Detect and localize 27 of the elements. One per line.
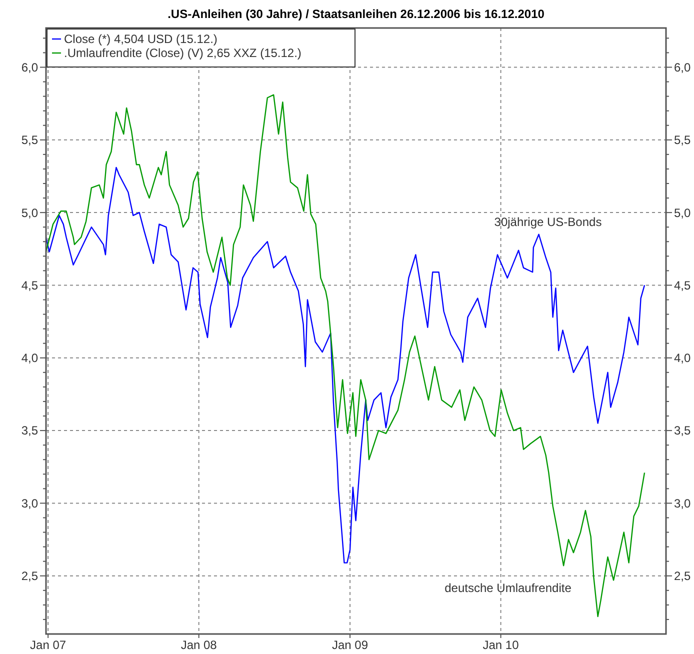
line-series	[45, 94, 646, 618]
y2-tick-label: 5,0	[674, 206, 692, 220]
y-tick-label: 3,0	[21, 496, 38, 510]
y2-tick-label: 4,0	[674, 351, 692, 366]
y-tick-label: 2,5	[21, 569, 38, 584]
chart-title: .US-Anleihen (30 Jahre) / Staatsanleihen 26.12.2006 bis 16.12.2010	[168, 7, 545, 21]
y-tick-label: 5,0	[21, 206, 38, 220]
y2-tick-label: 4,5	[674, 278, 692, 292]
annotation: 30jährige US-Bonds	[494, 215, 602, 230]
x-tick-label: Jan 08	[180, 638, 218, 652]
y2-tick-label: 6,0	[674, 60, 692, 74]
x-tick-label: Jan 10	[482, 638, 520, 652]
line-series	[45, 166, 646, 564]
legend-label: .Umlaufrendite (Close) (V) 2,65 XXZ (15.12.)	[64, 46, 302, 60]
y-tick-label: 6,0	[21, 60, 38, 74]
x-tick-label: Jan 07	[30, 638, 66, 652]
y2-tick-label: 3,5	[674, 424, 692, 438]
y-tick-label: 4,0	[21, 351, 38, 366]
y2-tick-label: 2,5	[674, 569, 692, 584]
legend-label: Close (*) 4,504 USD (15.12.)	[64, 32, 218, 46]
y-tick-label: 5,5	[21, 133, 38, 148]
y-tick-label: 3,5	[21, 424, 38, 438]
y2-tick-label: 3,0	[674, 496, 692, 510]
x-tick-label: Jan 09	[332, 638, 368, 652]
annotation: deutsche Umlaufrendite	[444, 581, 572, 596]
y2-tick-label: 5,5	[674, 133, 692, 148]
y-tick-label: 4,5	[21, 278, 38, 292]
